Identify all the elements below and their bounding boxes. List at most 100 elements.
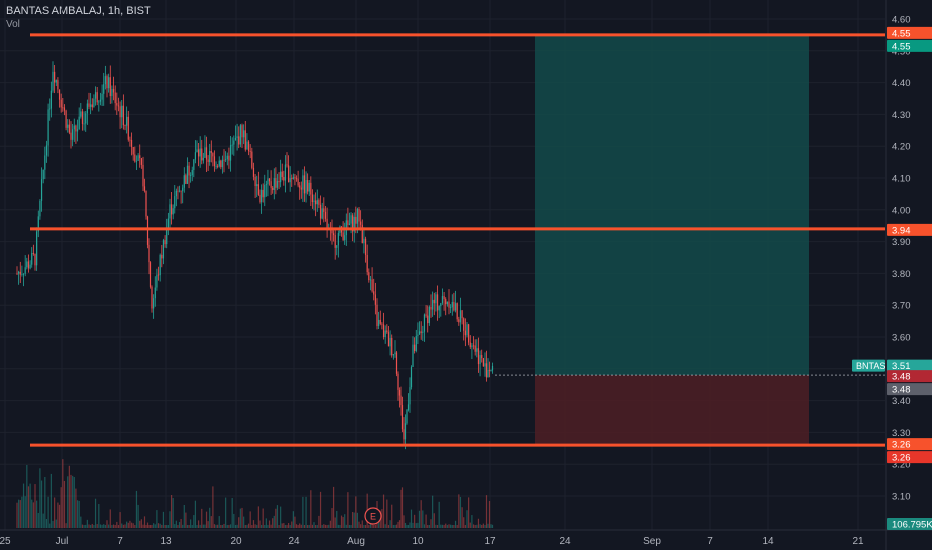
candle-body <box>85 113 87 124</box>
volume-bar <box>86 519 88 528</box>
volume-bar <box>302 496 304 528</box>
volume-bar <box>76 500 79 528</box>
candle-body <box>220 160 222 168</box>
candle-body <box>104 76 106 85</box>
volume-bar <box>104 524 106 528</box>
candle-body <box>42 169 44 180</box>
volume-bar <box>451 524 453 528</box>
candle-body <box>368 272 370 281</box>
volume-bar <box>73 477 75 528</box>
candle-body <box>352 215 354 232</box>
volume-bar <box>427 524 429 528</box>
candle-body <box>407 404 410 410</box>
target-zone[interactable] <box>535 34 809 376</box>
volume-bar <box>205 511 208 528</box>
symbol-tag[interactable]: BNTAS <box>856 361 885 371</box>
candle-body <box>81 111 84 124</box>
volume-bar <box>433 513 435 528</box>
price-label-level-bg <box>887 223 932 236</box>
candle-body <box>481 355 483 359</box>
volume-bar <box>477 518 480 528</box>
candle-body <box>32 253 34 255</box>
volume-bar <box>49 523 51 528</box>
candle-body <box>410 366 413 388</box>
volume-bar <box>481 524 483 528</box>
candle-body <box>299 185 301 188</box>
candle-body <box>24 267 26 274</box>
candle-body <box>91 104 93 108</box>
volume-bar <box>381 509 383 528</box>
candle-body <box>34 254 36 266</box>
y-tick-label: 3.10 <box>892 492 911 503</box>
volume-bar <box>169 511 171 528</box>
price-label-level: 3.94 <box>892 225 911 236</box>
candle-body <box>233 140 235 145</box>
volume-bar <box>70 474 72 528</box>
candle-body <box>391 337 393 356</box>
volume-bar <box>78 500 80 528</box>
stop-zone[interactable] <box>535 375 809 446</box>
candle-body <box>371 279 373 292</box>
volume-bar <box>363 524 365 528</box>
earnings-marker-icon[interactable] <box>364 507 382 525</box>
candle-body <box>180 190 182 192</box>
volume-bar <box>159 523 161 528</box>
volume-bar <box>373 525 375 528</box>
volume-bar <box>106 520 108 528</box>
candle-body <box>164 240 166 245</box>
volume-bar <box>321 524 323 528</box>
candle-body <box>305 180 307 194</box>
candle-body <box>68 124 70 133</box>
volume-bar <box>273 515 275 528</box>
candle-body <box>18 271 20 274</box>
volume-bar <box>124 524 126 528</box>
candle-body <box>392 354 394 356</box>
candle-body <box>316 200 318 205</box>
volume-bar <box>384 524 386 528</box>
candle-body <box>19 271 21 275</box>
volume-bar <box>459 496 462 528</box>
candle-body <box>264 184 266 198</box>
volume-bar <box>139 520 141 528</box>
symbol-tag-bg[interactable] <box>852 359 885 372</box>
candle-body <box>196 149 198 153</box>
volume-bar <box>137 504 139 528</box>
candle-body <box>236 136 238 138</box>
candle-body <box>337 233 339 246</box>
earnings-marker-label: E <box>370 512 376 522</box>
candle-body <box>244 130 246 150</box>
volume-bar <box>225 497 227 528</box>
candle-body <box>45 145 48 156</box>
volume-bar <box>111 524 113 528</box>
volume-bar <box>340 515 343 528</box>
candle-body <box>487 369 489 378</box>
volume-bar <box>464 525 466 528</box>
candle-body <box>139 155 141 159</box>
volume-bar <box>236 524 238 528</box>
volume-bar <box>355 496 357 528</box>
volume-bar <box>490 524 492 528</box>
candle-body <box>364 238 367 255</box>
candle-body <box>88 103 90 107</box>
volume-bar <box>62 459 64 528</box>
volume-bar <box>185 512 187 528</box>
candle-body <box>135 160 138 162</box>
volume-bar <box>151 524 153 528</box>
candle-body <box>479 355 481 365</box>
candle-body <box>217 165 219 167</box>
candle-body <box>403 429 405 440</box>
volume-bar <box>193 515 195 528</box>
candle-body <box>484 363 486 367</box>
volume-bar <box>461 507 463 528</box>
volume-bar <box>40 480 43 528</box>
candle-body <box>348 223 351 225</box>
volume-bar <box>213 524 216 528</box>
volume-bar <box>361 520 363 528</box>
volume-bar <box>326 524 328 528</box>
candle-body <box>132 147 134 155</box>
volume-bar <box>324 524 327 528</box>
volume-bar <box>395 524 398 528</box>
candle-body <box>210 151 212 153</box>
candle-body <box>177 190 179 192</box>
